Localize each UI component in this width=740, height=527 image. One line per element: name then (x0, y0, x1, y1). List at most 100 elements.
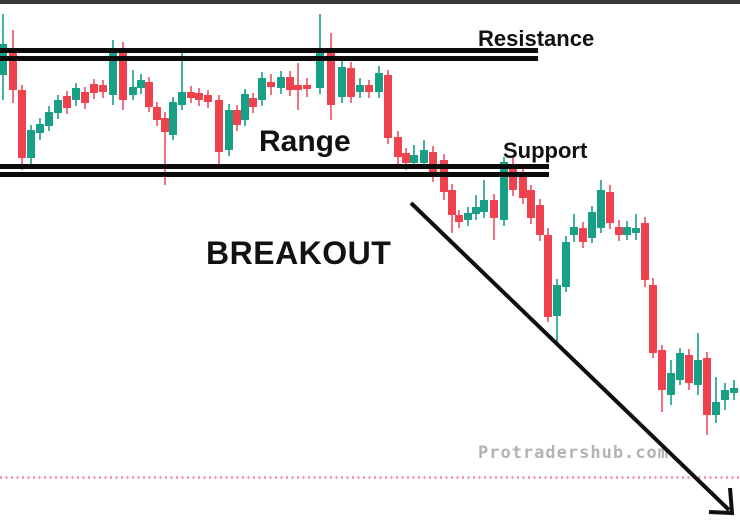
bullish-candle-body (109, 50, 117, 95)
breakout-label: BREAKOUT (206, 235, 392, 271)
bullish-candle-body (500, 162, 508, 220)
bearish-candle-body (394, 137, 402, 157)
bearish-candle-body (606, 192, 614, 223)
resistance-label: Resistance (478, 26, 595, 51)
bearish-candle-body (9, 48, 17, 90)
bullish-candle-body (676, 353, 684, 380)
bullish-candle-body (36, 124, 44, 133)
bullish-candle-body (562, 242, 570, 287)
support-label: Support (503, 138, 588, 163)
candle-wick (181, 48, 183, 110)
bullish-candle-body (712, 402, 720, 415)
bearish-candle-body (641, 223, 649, 280)
bearish-candle-body (63, 96, 71, 108)
breakout-arrow-shaft (409, 201, 731, 512)
candle-wick (715, 377, 717, 423)
bullish-candle-body (570, 227, 578, 235)
candle-wick (164, 112, 166, 185)
bearish-candle-body (448, 190, 456, 215)
bearish-candle-body (99, 85, 107, 92)
bearish-candle-body (685, 355, 693, 383)
watermark: Protradershub.com (478, 443, 669, 463)
bearish-candle-body (519, 172, 527, 198)
bullish-candle-body (129, 87, 137, 95)
bullish-candle-body (258, 78, 266, 100)
bearish-candle-body (527, 190, 535, 218)
bearish-candle-body (365, 85, 373, 92)
resistance-line (0, 48, 538, 61)
bullish-candle-body (225, 110, 233, 150)
support-line-upper-bar (0, 164, 549, 169)
bearish-candle-body (703, 358, 711, 415)
bearish-candle-body (536, 205, 544, 235)
breakout-arrowhead-icon (708, 487, 735, 516)
bullish-candle-body (588, 212, 596, 238)
bearish-candle-body (161, 118, 169, 132)
bullish-candle-body (632, 228, 640, 233)
bearish-candle-body (145, 82, 153, 107)
bullish-candle-body (667, 373, 675, 395)
bullish-candle-body (54, 100, 62, 113)
bearish-candle-body (615, 227, 623, 235)
resistance-line-upper-bar (0, 48, 538, 53)
bearish-candle-body (18, 90, 26, 158)
bearish-candle-body (119, 52, 127, 100)
bullish-candle-body (472, 207, 480, 214)
bearish-candle-body (402, 153, 410, 163)
bullish-candle-body (178, 92, 186, 105)
bullish-candle-body (553, 285, 561, 316)
bearish-candle-body (658, 350, 666, 390)
bearish-candle-body (81, 92, 89, 103)
bullish-candle-body (410, 155, 418, 163)
bearish-candle-body (187, 92, 195, 98)
bullish-candle-body (169, 102, 177, 135)
bearish-candle-body (153, 107, 161, 120)
bullish-candle-body (623, 227, 631, 235)
top-border-line (0, 0, 740, 4)
bearish-candle-body (286, 77, 294, 90)
resistance-line-lower-bar (0, 56, 538, 61)
bearish-candle-body (90, 84, 98, 93)
bearish-candle-body (249, 98, 257, 107)
support-line (0, 164, 549, 177)
bullish-candle-body (597, 190, 605, 228)
bearish-candle-body (204, 95, 212, 102)
bearish-candle-body (233, 110, 241, 125)
bullish-candle-body (241, 94, 249, 120)
bullish-candle-body (694, 360, 702, 385)
bullish-candle-body (277, 77, 285, 88)
bearish-candle-body (544, 235, 552, 317)
range-label: Range (259, 125, 351, 158)
bullish-candle-body (480, 200, 488, 212)
dotted-baseline (0, 476, 740, 479)
bearish-candle-body (455, 215, 463, 222)
bullish-candle-body (464, 213, 472, 220)
bullish-candle-body (45, 112, 53, 126)
candle-wick (635, 214, 637, 240)
bearish-candle-body (267, 82, 275, 87)
bullish-candle-body (356, 85, 364, 92)
bearish-candle-body (303, 85, 311, 89)
bullish-candle-body (72, 88, 80, 100)
bullish-candle-body (316, 48, 324, 88)
bearish-candle-body (384, 75, 392, 138)
bullish-candle-body (27, 130, 35, 158)
bearish-candle-body (490, 200, 498, 218)
bullish-candle-body (338, 67, 346, 97)
bearish-candle-body (195, 93, 203, 100)
bullish-candle-body (420, 150, 428, 163)
bearish-candle-body (327, 48, 335, 105)
bearish-candle-body (429, 152, 437, 175)
bullish-candle-body (721, 390, 729, 400)
bearish-candle-body (649, 285, 657, 353)
bearish-candle-body (294, 85, 302, 90)
bullish-candle-body (375, 73, 383, 92)
bearish-candle-body (215, 100, 223, 152)
bearish-candle-body (509, 165, 517, 190)
support-line-lower-bar (0, 172, 549, 177)
bearish-candle-body (347, 68, 355, 97)
candle-wick (483, 180, 485, 218)
